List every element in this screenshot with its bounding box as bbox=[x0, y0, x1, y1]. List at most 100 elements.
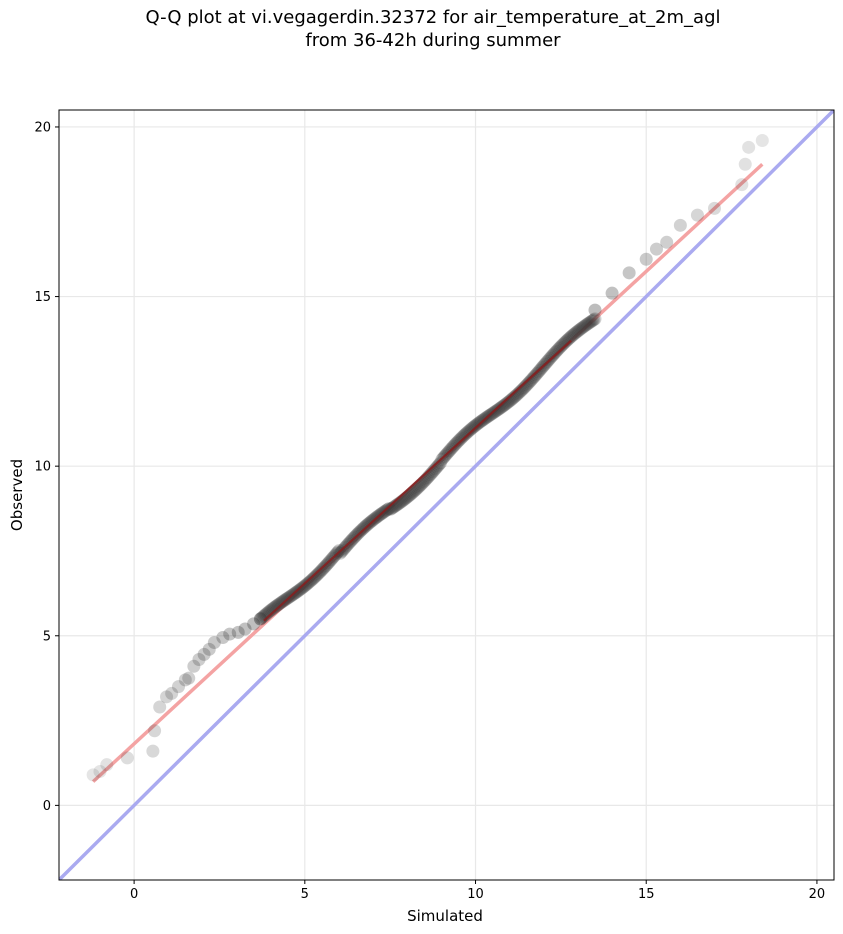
quantile-point bbox=[262, 604, 276, 618]
quantile-point bbox=[310, 568, 324, 582]
quantile-point bbox=[544, 350, 558, 364]
quantile-point bbox=[507, 390, 521, 404]
quantile-point bbox=[463, 423, 477, 437]
quantile-point bbox=[468, 419, 482, 433]
quantile-point bbox=[742, 140, 756, 154]
quantile-point bbox=[510, 388, 524, 402]
quantile-point bbox=[165, 686, 179, 700]
quantile-point bbox=[266, 601, 280, 615]
quantile-point bbox=[307, 570, 321, 584]
quantile-point bbox=[431, 459, 445, 473]
quantile-point bbox=[517, 381, 531, 395]
quantile-point bbox=[569, 326, 583, 340]
quantile-point bbox=[260, 606, 274, 620]
quantile-point bbox=[432, 457, 446, 471]
grid bbox=[59, 110, 834, 880]
quantile-point bbox=[495, 400, 509, 414]
quantile-points bbox=[86, 134, 769, 782]
quantile-point bbox=[293, 582, 307, 596]
quantile-point bbox=[526, 371, 540, 385]
y-tick-label: 5 bbox=[43, 629, 51, 644]
quantile-point bbox=[386, 501, 400, 515]
quantile-point bbox=[309, 569, 323, 583]
quantile-point bbox=[525, 372, 539, 386]
quantile-point bbox=[197, 647, 211, 661]
quantile-point bbox=[491, 402, 505, 416]
quantile-point bbox=[100, 758, 114, 772]
quantile-point bbox=[571, 324, 585, 338]
quantile-point bbox=[304, 574, 318, 588]
quantile-point bbox=[506, 392, 520, 406]
quantile-point bbox=[547, 347, 561, 361]
quantile-point bbox=[300, 577, 314, 591]
quantile-point bbox=[502, 395, 516, 409]
quantile-point bbox=[178, 673, 192, 687]
quantile-point bbox=[120, 751, 134, 765]
fit-line bbox=[91, 162, 764, 783]
quantile-point bbox=[582, 316, 596, 330]
quantile-point bbox=[383, 502, 397, 516]
quantile-point bbox=[316, 561, 330, 575]
quantile-point bbox=[146, 744, 160, 758]
quantile-point bbox=[271, 597, 285, 611]
quantile-point bbox=[489, 404, 503, 418]
quantile-point bbox=[583, 315, 597, 329]
quantile-point bbox=[449, 437, 463, 451]
quantile-point bbox=[622, 266, 636, 280]
quantile-point bbox=[501, 396, 515, 410]
fit-line-core bbox=[263, 339, 572, 622]
quantile-point bbox=[576, 320, 590, 334]
quantile-point bbox=[462, 424, 476, 438]
quantile-point bbox=[430, 460, 444, 474]
quantile-point bbox=[556, 337, 570, 351]
quantile-point bbox=[270, 598, 284, 612]
quantile-point bbox=[588, 312, 602, 326]
quantile-point bbox=[238, 622, 252, 636]
quantile-point bbox=[503, 394, 517, 408]
quantile-point bbox=[187, 659, 201, 673]
quantile-point bbox=[472, 416, 486, 430]
quantile-point bbox=[565, 329, 579, 343]
quantile-point bbox=[516, 382, 530, 396]
quantile-point bbox=[738, 157, 752, 171]
reference-lines bbox=[59, 110, 834, 880]
quantile-point bbox=[690, 208, 704, 222]
quantile-point bbox=[314, 564, 328, 578]
quantile-point bbox=[298, 578, 312, 592]
quantile-point bbox=[493, 401, 507, 415]
quantile-point bbox=[560, 334, 574, 348]
quantile-point bbox=[264, 603, 278, 617]
quantile-point bbox=[257, 609, 271, 623]
quantile-point bbox=[555, 339, 569, 353]
quantile-point bbox=[461, 425, 475, 439]
quantile-point bbox=[457, 429, 471, 443]
quantile-point bbox=[564, 330, 578, 344]
quantile-point bbox=[385, 501, 399, 515]
x-tick-label: 0 bbox=[130, 887, 138, 902]
quantile-point bbox=[454, 431, 468, 445]
quantile-point bbox=[273, 597, 287, 611]
quantile-point bbox=[513, 384, 527, 398]
quantile-point bbox=[261, 605, 275, 619]
quantile-point bbox=[455, 430, 469, 444]
quantile-point bbox=[557, 336, 571, 350]
quantile-point bbox=[580, 317, 594, 331]
quantile-point bbox=[584, 315, 598, 329]
quantile-point bbox=[562, 331, 576, 345]
quantile-point bbox=[529, 368, 543, 382]
quantile-point bbox=[148, 724, 162, 738]
identity-line bbox=[59, 110, 834, 880]
quantile-point bbox=[528, 369, 542, 383]
quantile-point bbox=[450, 435, 464, 449]
y-tick-label: 20 bbox=[34, 120, 51, 135]
quantile-point bbox=[574, 322, 588, 336]
quantile-point bbox=[519, 379, 533, 393]
quantile-point bbox=[494, 401, 508, 415]
quantile-point bbox=[520, 378, 534, 392]
quantile-point bbox=[548, 346, 562, 360]
quantile-point bbox=[253, 612, 267, 626]
quantile-point bbox=[305, 573, 319, 587]
quantile-point bbox=[504, 393, 518, 407]
quantile-point bbox=[660, 235, 674, 249]
y-axis-label: Observed bbox=[8, 459, 26, 531]
